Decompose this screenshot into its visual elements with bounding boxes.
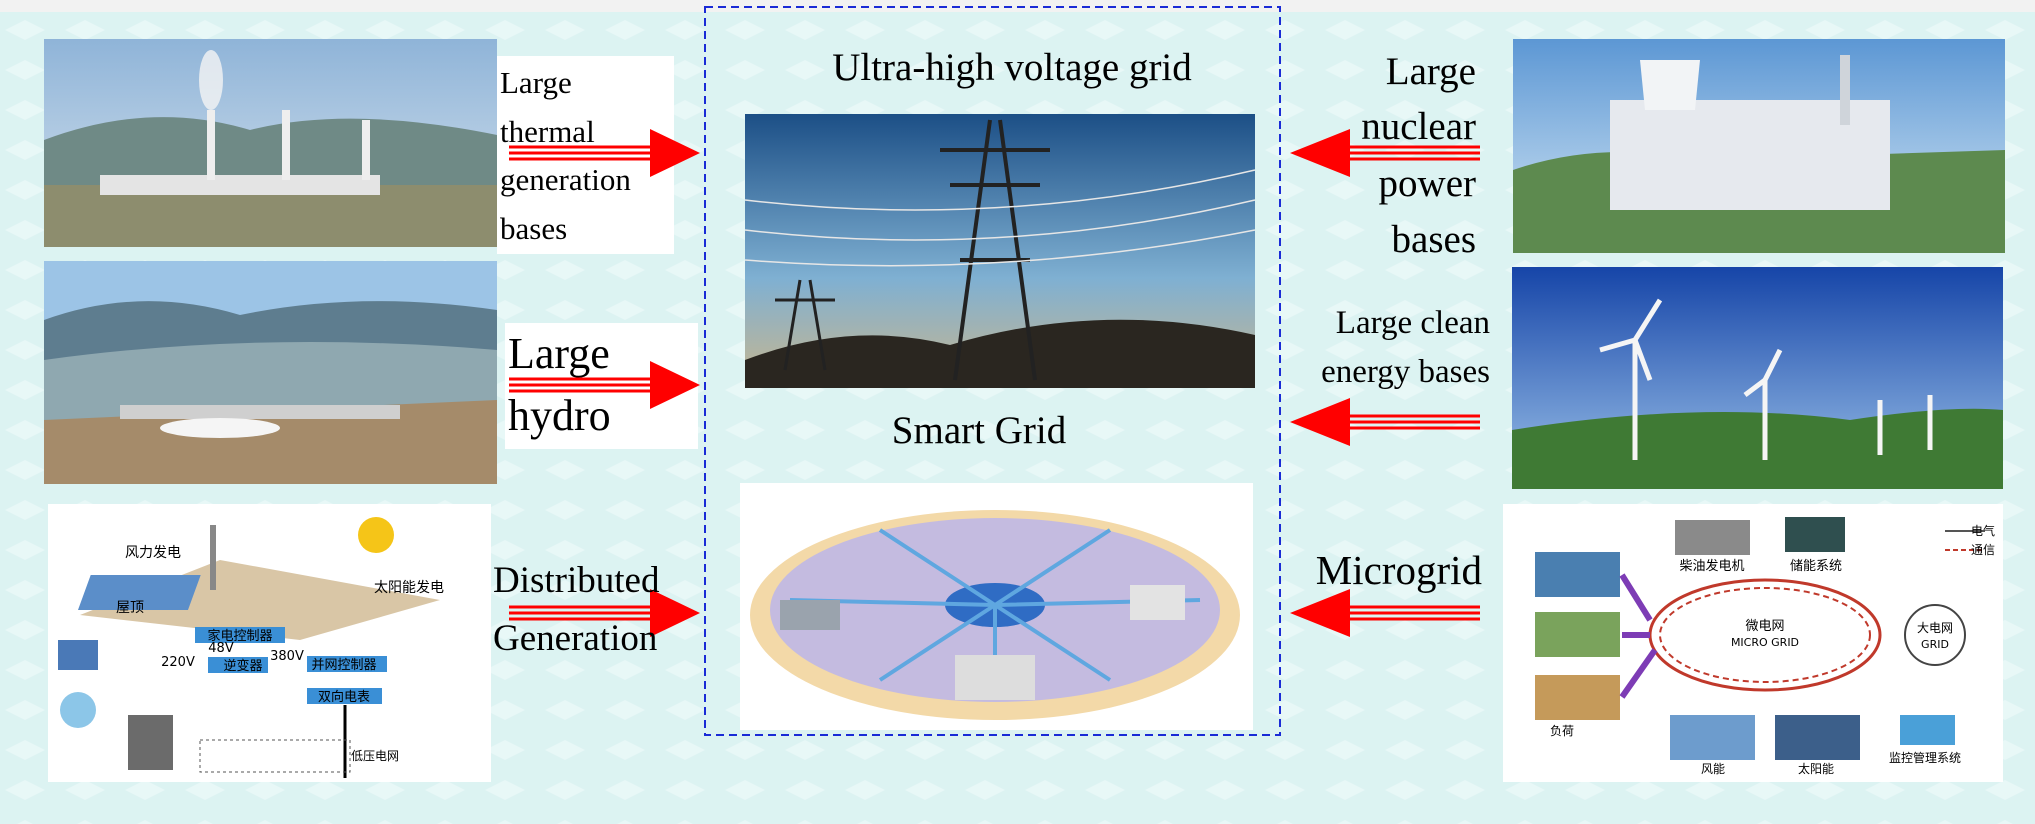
wind-photo [1512, 267, 2003, 489]
label: 太阳能发电 [374, 580, 444, 596]
label: 通信 [1971, 543, 1995, 557]
label: energy bases [1321, 354, 1490, 390]
label: Large [1386, 50, 1476, 93]
label: GRID [1921, 638, 1949, 651]
label: 风能 [1701, 762, 1725, 776]
label: 48V [208, 641, 234, 656]
label: 大电网 [1917, 621, 1953, 635]
label: thermal [500, 114, 595, 149]
label: nuclear [1361, 105, 1476, 148]
label: 低压电网 [351, 749, 399, 763]
label: MICRO GRID [1731, 636, 1799, 649]
label: generation [500, 162, 631, 197]
transmission-photo [745, 114, 1255, 388]
label: 监控管理系统 [1889, 750, 1961, 765]
label: 储能系统 [1790, 559, 1842, 574]
label: Ultra-high voltage grid [832, 46, 1192, 89]
label: Generation [493, 618, 657, 659]
label: 微电网 [1745, 619, 1784, 634]
label: 屋顶 [116, 600, 144, 616]
label: 逆变器 [223, 658, 262, 674]
label: 负荷 [1550, 724, 1574, 738]
label: 电气 [1971, 523, 1995, 538]
label: Large clean [1336, 305, 1490, 341]
diagram: Large thermal generation bases Large hydro Dis… [0, 0, 2035, 824]
label: 双向电表 [318, 689, 370, 705]
page: Large thermal generation bases Large hydro Dis… [0, 0, 2035, 824]
label: bases [500, 211, 567, 246]
label: 柴油发电机 [1679, 558, 1744, 574]
label: 太阳能 [1798, 761, 1834, 776]
thermal-photo [44, 39, 497, 247]
label: hydro [508, 391, 611, 440]
label: 并网控制器 [311, 658, 376, 673]
label: 380V [270, 649, 304, 664]
label: Large [500, 65, 572, 100]
label: Large [508, 329, 610, 378]
hydro-photo [44, 261, 497, 484]
label: bases [1392, 218, 1476, 261]
label: Smart Grid [892, 409, 1067, 452]
smart-grid-image [740, 483, 1253, 730]
label: Distributed [493, 560, 660, 601]
label: power [1379, 162, 1476, 205]
label: 220V [161, 655, 195, 670]
label: Microgrid [1316, 547, 1482, 593]
nuclear-photo [1513, 39, 2005, 253]
label: 风力发电 [125, 545, 181, 561]
